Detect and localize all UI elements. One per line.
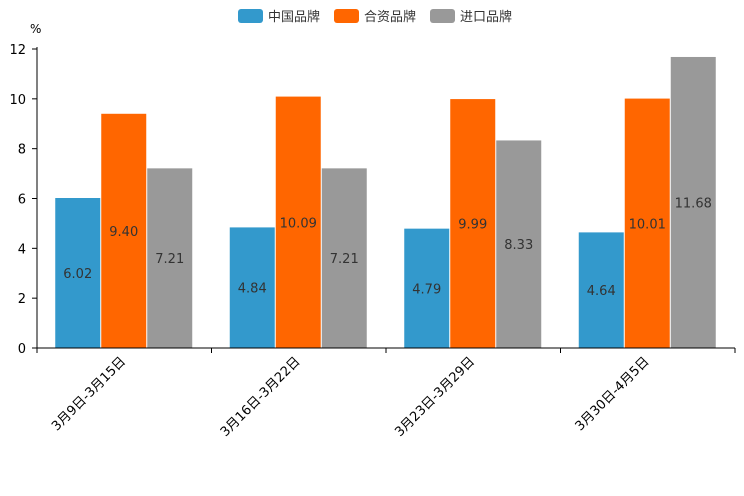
legend-label: 合资品牌 (364, 9, 416, 25)
bar-value-label: 10.09 (280, 216, 317, 231)
y-tick-label: 10 (9, 93, 26, 108)
bar-value-label: 9.99 (458, 218, 487, 233)
bar (229, 227, 275, 348)
x-axis: 3月9日-3月15日 3月16日-3月22日 3月23日-3月29日 3月30日-4月… (36, 347, 736, 440)
y-axis: 0 2 4 6 8 10 12 (9, 43, 38, 357)
x-tick-label: 3月16日-3月22日 (218, 354, 304, 440)
legend-label: 进口品牌 (460, 9, 512, 25)
y-tick-label: 0 (18, 342, 26, 357)
bar-value-label: 10.01 (629, 217, 666, 232)
bar (101, 113, 147, 349)
bar (404, 228, 450, 348)
y-tick-label: 4 (18, 242, 26, 257)
legend-swatch (238, 9, 263, 23)
legend: 中国品牌 合资品牌 进口品牌 (238, 9, 512, 25)
bar-value-label: 7.21 (330, 252, 359, 267)
legend-swatch (430, 9, 455, 23)
bar (55, 198, 101, 348)
bar-value-label: 9.40 (109, 225, 138, 240)
y-axis-unit-label: % (30, 22, 41, 36)
bar (670, 56, 716, 349)
bar-value-label: 4.84 (238, 282, 267, 297)
data-labels: 6.02 9.40 7.21 4.84 10.09 7.21 4.79 9.99 8.33 4.6… (63, 196, 712, 299)
bar (147, 168, 193, 348)
bar-value-label: 6.02 (63, 267, 92, 282)
bar-value-label: 11.68 (675, 196, 712, 211)
x-tick-label: 3月23日-3月29日 (392, 354, 478, 440)
bar-value-label: 4.64 (587, 284, 616, 299)
bar-value-label: 4.79 (412, 282, 441, 297)
y-tick-label: 12 (9, 43, 26, 58)
x-tick-label: 3月30日-4月5日 (573, 354, 653, 434)
bar (321, 168, 367, 348)
x-tick-label: 3月9日-3月15日 (49, 354, 129, 434)
bar (578, 232, 624, 348)
bar (496, 140, 542, 348)
bar-value-label: 8.33 (504, 238, 533, 253)
bars (55, 56, 716, 349)
y-tick-label: 6 (18, 193, 26, 208)
y-tick-label: 2 (18, 292, 26, 307)
legend-label: 中国品牌 (268, 9, 320, 25)
y-tick-label: 8 (18, 143, 26, 158)
bar (450, 99, 496, 349)
legend-swatch (334, 9, 359, 23)
bar (275, 96, 321, 348)
bar (624, 98, 670, 348)
bar-value-label: 7.21 (155, 252, 184, 267)
